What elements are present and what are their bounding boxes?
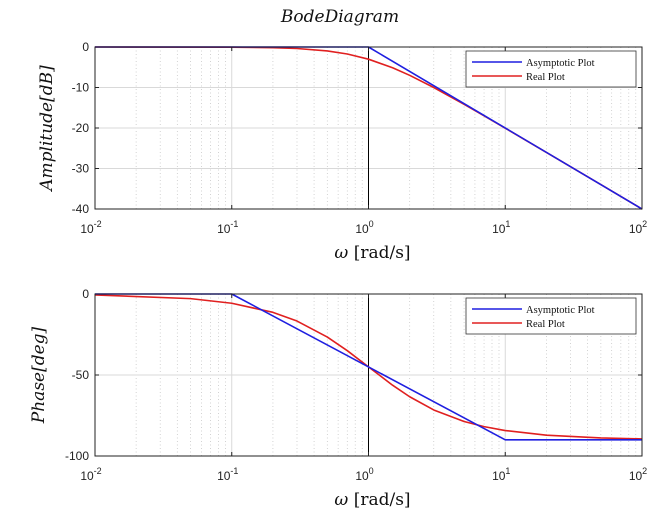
legend-entry-label: Asymptotic Plot: [526, 305, 595, 316]
legend-entry-label: Real Plot: [526, 319, 565, 330]
x-tick-label: 100: [355, 219, 373, 236]
x-tick-label: 101: [492, 466, 510, 483]
y-axis-label: Phase[deg]: [29, 326, 49, 424]
x-tick-label: 102: [629, 219, 647, 236]
x-tick-label: 102: [629, 466, 647, 483]
y-axis-label: Amplitude[dB]: [37, 65, 57, 193]
phase-plot: 10-2 10-1 100 101 102 0 -50 -100 ω [rad/s] Phase[…: [29, 287, 647, 510]
amplitude-plot: 10-2 10-1 100 101 102 0 -10 -20 -30 -40 ω [rad/s] A…: [37, 40, 647, 263]
y-tick-label: 0: [82, 40, 89, 54]
legend: Asymptotic Plot Real Plot: [465, 297, 637, 335]
legend-entry-label: Real Plot: [526, 72, 565, 83]
y-tick-label: -10: [72, 81, 90, 95]
x-axis-label: ω [rad/s]: [334, 490, 410, 510]
y-tick-label: -30: [72, 162, 90, 176]
x-tick-label: 100: [355, 466, 373, 483]
y-tick-label: -20: [72, 121, 90, 135]
x-tick-label: 10-1: [217, 466, 238, 483]
x-tick-label: 101: [492, 219, 510, 236]
x-axis-label: ω [rad/s]: [334, 243, 410, 263]
x-tick-label: 10-2: [80, 466, 101, 483]
y-tick-label: -40: [72, 202, 90, 216]
legend: Asymptotic Plot Real Plot: [465, 50, 637, 88]
x-tick-label: 10-2: [80, 219, 101, 236]
y-tick-label: -50: [72, 368, 90, 382]
y-tick-label: -100: [65, 449, 89, 463]
legend-entry-label: Asymptotic Plot: [526, 58, 595, 69]
legend-box: [465, 297, 637, 335]
legend-box: [465, 50, 637, 88]
x-tick-label: 10-1: [217, 219, 238, 236]
figure-title: BodeDiagram: [280, 7, 399, 27]
y-tick-label: 0: [82, 287, 89, 301]
